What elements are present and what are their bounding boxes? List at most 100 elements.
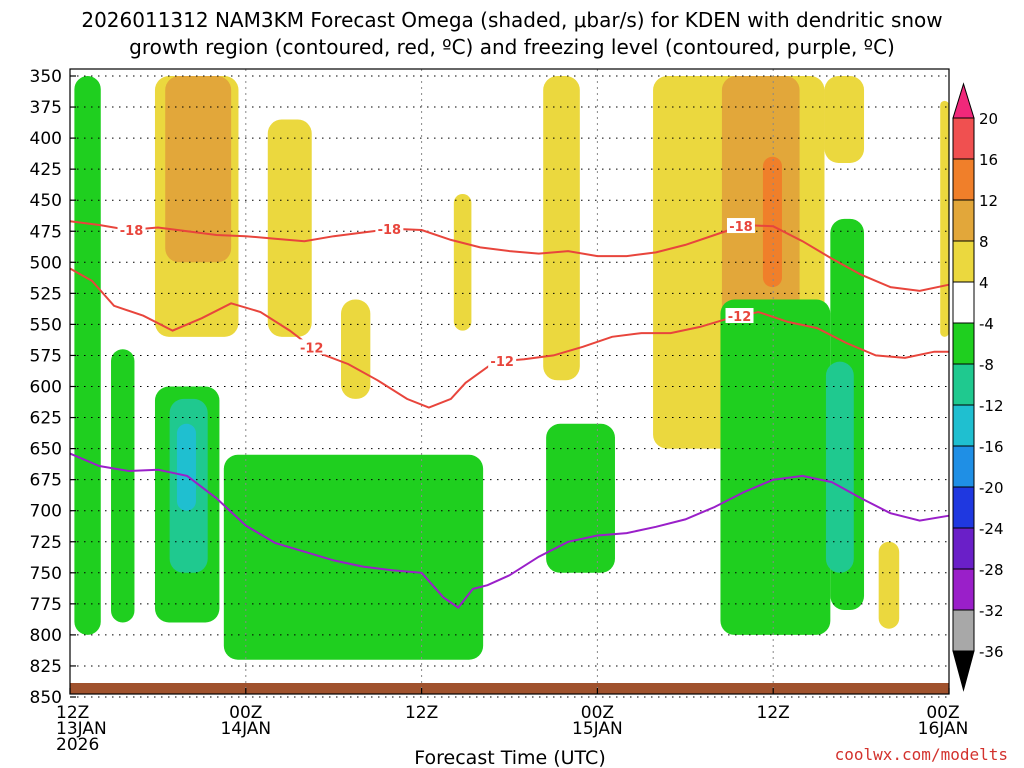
colorbar-label: 4	[979, 274, 989, 292]
pressure-tick-label: 750	[30, 564, 62, 584]
colorbar-swatch	[952, 158, 975, 201]
pressure-tick-label: 575	[30, 346, 62, 366]
omega-region	[720, 299, 831, 635]
colorbar-swatch	[952, 199, 975, 242]
colorbar-label: -36	[979, 643, 1004, 661]
plot-frame	[69, 68, 950, 695]
omega-region	[825, 361, 854, 573]
time-tick-label: 2026	[56, 735, 99, 755]
colorbar-label: 20	[979, 110, 998, 128]
colorbar-label: -24	[979, 520, 1004, 538]
omega-shading	[74, 76, 949, 660]
omega-region	[176, 423, 196, 511]
pressure-tick-label: 650	[30, 440, 62, 460]
contour-label-bg	[725, 308, 754, 324]
time-tick-label: 14JAN	[220, 719, 271, 739]
omega-region	[940, 100, 949, 337]
omega-region	[341, 299, 371, 399]
pressure-tick-label: 525	[30, 284, 62, 304]
colorbar-swatch	[952, 404, 975, 447]
colorbar-label: -28	[979, 561, 1004, 579]
chart-title-line-2: growth region (contoured, red, ºC) and f…	[129, 35, 895, 59]
contour-label: -12	[490, 355, 514, 370]
x-axis-title: Forecast Time (UTC)	[414, 747, 605, 768]
omega-region	[111, 349, 135, 623]
time-tick-label: 13JAN	[56, 719, 107, 739]
colorbar-label: -32	[979, 602, 1004, 620]
freezing-level-contour	[69, 452, 950, 609]
colorbar-swatch	[952, 117, 975, 160]
dgz-contour-minus18	[69, 220, 950, 292]
pressure-tick-label: 450	[30, 191, 62, 211]
colorbar-label: -8	[979, 356, 994, 374]
contour-label: -18	[120, 224, 144, 239]
omega-region	[267, 119, 312, 337]
colorbar-swatch	[952, 281, 975, 324]
time-tick-label: 00Z	[926, 703, 959, 723]
colorbar-swatch	[952, 486, 975, 529]
pressure-tick-label: 825	[30, 657, 62, 677]
credit-text: coolwx.com/modelts	[835, 745, 1008, 764]
pressure-tick-label: 500	[30, 253, 62, 273]
pressure-tick-label: 775	[30, 595, 62, 615]
colorbar-swatch	[952, 322, 975, 365]
colorbar-swatch	[952, 445, 975, 488]
pressure-tick-label: 700	[30, 502, 62, 522]
contour-label-bg	[117, 221, 146, 237]
chart-title-line-1: 2026011312 NAM3KM Forecast Omega (shaded…	[81, 8, 942, 32]
colorbar-label: -16	[979, 438, 1004, 456]
contour-label-bg	[297, 339, 326, 355]
contour-label-bg	[726, 218, 755, 234]
pressure-tick-label: 550	[30, 315, 62, 335]
omega-region	[543, 76, 580, 381]
colorbar-swatch	[952, 568, 975, 611]
contour-label-bg	[375, 221, 404, 237]
pressure-tick-label: 350	[30, 67, 62, 87]
omega-region	[878, 541, 900, 629]
colorbar-label: 12	[979, 192, 998, 210]
contour-label-bg	[488, 353, 517, 369]
colorbar-label: -20	[979, 479, 1004, 497]
time-tick-label: 12Z	[56, 703, 89, 723]
pressure-tick-label: 475	[30, 222, 62, 242]
pressure-tick-label: 600	[30, 378, 62, 398]
contour-label: -18	[729, 220, 753, 235]
pressure-tick-label: 425	[30, 160, 62, 180]
pressure-tick-label: 675	[30, 471, 62, 491]
time-tick-label: 16JAN	[918, 719, 969, 739]
pressure-tick-label: 375	[30, 98, 62, 118]
time-tick-label: 00Z	[581, 703, 614, 723]
contour-label: -12	[300, 341, 324, 356]
omega-region	[74, 76, 101, 635]
time-tick-label: 15JAN	[572, 719, 623, 739]
pressure-tick-label: 625	[30, 409, 62, 429]
colorbar-max-triangle	[952, 82, 975, 119]
colorbar-swatch	[952, 240, 975, 283]
pressure-tick-label: 400	[30, 129, 62, 149]
pressure-axis: 350 375 400 425 450 475 500 525 550 575 600 625 650 6…	[30, 67, 76, 708]
time-tick-label: 00Z	[229, 703, 262, 723]
omega-region	[824, 76, 865, 163]
omega-region	[546, 423, 615, 573]
temperature-contours: -18 -18 -18 -12 -12 -12	[69, 218, 950, 609]
colorbar-label: 8	[979, 233, 989, 251]
omega-region	[762, 156, 782, 288]
pressure-tick-label: 725	[30, 533, 62, 553]
pressure-tick-label: 850	[30, 688, 62, 708]
terrain-ground-bar	[70, 683, 949, 694]
colorbar-swatch	[952, 609, 975, 652]
omega-region	[165, 76, 232, 263]
colorbar-label: 16	[979, 151, 998, 169]
colorbar-label: -4	[979, 315, 994, 333]
omega-colorbar: 20 16 12 8 4 -4 -8 -12 -16 -20 -24 -28 -32 -36	[952, 82, 1004, 692]
time-tick-label: 12Z	[405, 703, 438, 723]
pressure-tick-label: 800	[30, 626, 62, 646]
colorbar-label: -12	[979, 397, 1004, 415]
contour-label: -18	[378, 223, 402, 238]
time-tick-label: 12Z	[757, 703, 790, 723]
contour-label: -12	[728, 310, 752, 325]
colorbar-min-triangle	[952, 650, 975, 692]
omega-region	[223, 454, 484, 660]
